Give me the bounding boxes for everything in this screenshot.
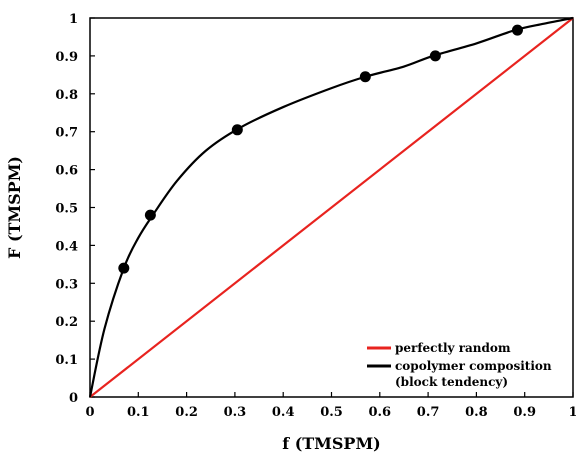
x-tick-label: 0 [85,405,94,420]
y-tick-label: 0 [69,391,78,406]
x-tick-label: 0.8 [465,405,488,420]
data-point [231,124,243,136]
x-tick-label: 0.9 [513,405,536,420]
x-tick-label: 0.4 [272,405,295,420]
x-tick-label: 0.3 [224,405,247,420]
data-point [429,50,441,62]
y-axis-ticks: 0 0.1 0.2 0.3 0.4 0.5 0.6 0.7 0.8 0.9 1 [55,12,95,406]
data-points [118,24,523,274]
y-tick-label: 0.7 [55,126,78,141]
x-axis-title: f (TMSPM) [282,434,381,453]
y-tick-label: 0.8 [55,88,78,103]
y-tick-label: 0.5 [55,202,78,217]
y-tick-label: 0.6 [55,164,78,179]
y-tick-label: 0.2 [55,315,78,330]
legend-label-perfectly-random: perfectly random [395,341,511,355]
y-tick-label: 0.3 [55,277,78,292]
y-axis-title: F (TMSPM) [5,156,24,259]
x-tick-label: 0.1 [127,405,150,420]
y-tick-label: 0.9 [55,50,78,65]
series-layer [88,16,574,398]
y-tick-label: 0.1 [55,353,78,368]
x-axis-ticks: 0 0.1 0.2 0.3 0.4 0.5 0.6 0.7 0.8 0.9 1 [85,392,576,420]
data-point [511,24,523,36]
data-point [118,262,130,274]
legend: perfectly random copolymer composition (… [367,341,552,389]
series-copolymer-composition-curve [88,16,574,398]
x-tick-label: 0.6 [368,405,391,420]
y-tick-label: 1 [69,12,78,27]
series-perfectly-random-line [89,17,574,398]
x-tick-label: 1 [568,405,576,420]
legend-label-block-tendency: (block tendency) [395,375,508,389]
x-tick-label: 0.7 [417,405,440,420]
data-point [359,71,371,83]
x-tick-label: 0.5 [320,405,343,420]
legend-label-copolymer-composition: copolymer composition [395,359,552,373]
y-tick-label: 0.4 [55,239,78,254]
data-point [144,209,156,221]
x-tick-label: 0.2 [175,405,198,420]
